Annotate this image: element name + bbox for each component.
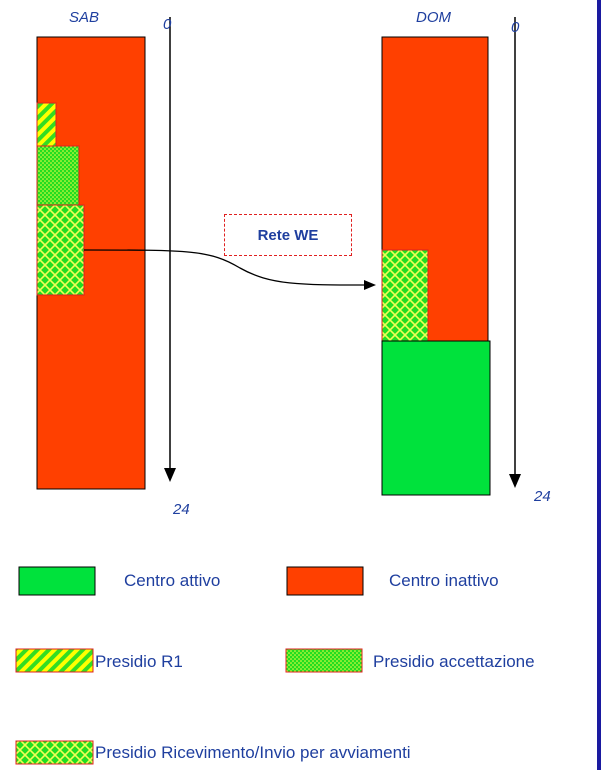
legend-inactive-swatch [286, 566, 364, 596]
sab-time-arrowhead [164, 468, 176, 482]
dom-presidio-ricevimento-block [381, 249, 429, 342]
legend-presidio-ricevimento-swatch [15, 740, 94, 765]
rete-we-connector [83, 249, 367, 286]
sab-presidio-accettazione-block [36, 145, 80, 206]
dom-label: DOM [416, 9, 451, 26]
legend-inactive-label: Centro inattivo [389, 571, 499, 590]
sab-presidio-r1-block [36, 102, 57, 147]
legend-presidio-ricevimento-label: Presidio Ricevimento/Invio per avviament… [95, 743, 411, 762]
legend-presidio-accettazione-swatch [285, 648, 363, 673]
legend-presidio-r1-label: Presidio R1 [95, 652, 183, 671]
connector-arrowhead [364, 280, 376, 290]
sab-time-end: 24 [173, 501, 190, 518]
dom-time-arrowhead [509, 474, 521, 488]
legend-presidio-accettazione-label: Presidio accettazione [373, 652, 535, 671]
sab-label: SAB [69, 9, 100, 26]
sab-time-start: 0 [163, 16, 172, 33]
dom-time-end: 24 [534, 488, 551, 505]
right-border-line [597, 0, 601, 770]
legend-active-swatch [18, 566, 96, 596]
rete-we-box: Rete WE [224, 214, 352, 256]
sab-presidio-ricevimento-block [36, 204, 85, 296]
dom-active-bar [381, 340, 491, 496]
legend-presidio-r1-swatch [15, 648, 94, 673]
dom-time-start: 0 [511, 19, 520, 36]
legend-active-label: Centro attivo [124, 571, 221, 590]
